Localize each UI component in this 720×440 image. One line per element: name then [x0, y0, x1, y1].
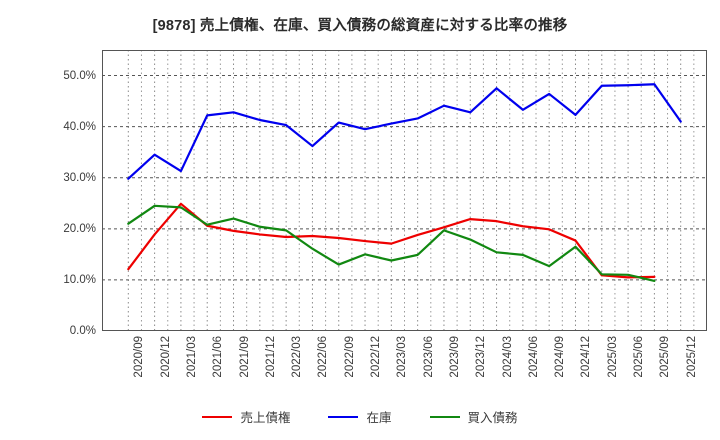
series-line [127, 83, 682, 180]
legend-color-swatch [328, 415, 359, 418]
legend-item[interactable]: 在庫 [328, 407, 392, 426]
x-axis-tick-label: 2024/06 [527, 336, 540, 378]
x-axis-tick-label: 2023/06 [422, 336, 435, 378]
x-axis-tick-label: 2020/12 [159, 336, 172, 378]
x-axis-tick-label: 2025/09 [659, 336, 672, 378]
data-series-layer [127, 83, 682, 283]
x-axis-tick-label: 2023/03 [396, 336, 409, 378]
legend-label: 買入債務 [467, 411, 518, 425]
x-axis-tick-label: 2022/06 [317, 336, 330, 378]
chart-legend: 売上債権 在庫 買入債務 [0, 407, 720, 426]
x-axis-tick-label: 2022/12 [370, 336, 383, 378]
legend-color-swatch [429, 415, 460, 418]
legend-label: 売上債権 [240, 411, 291, 425]
legend-label: 在庫 [366, 411, 392, 425]
x-axis-tick-label: 2024/09 [554, 336, 567, 378]
x-axis-tick-label: 2025/06 [633, 336, 646, 378]
y-axis-tick-labels: 0.0% 10.0% 20.0% 30.0% 40.0% 50.0% [40, 0, 96, 440]
y-axis-tick-label: 40.0% [63, 120, 96, 133]
x-axis-tick-label: 2025/12 [685, 336, 698, 378]
series-line [127, 202, 656, 279]
x-axis-tick-label: 2024/12 [580, 336, 593, 378]
x-axis-tick-label: 2022/09 [343, 336, 356, 378]
plot-area [102, 50, 707, 331]
x-axis-tick-label: 2021/06 [212, 336, 225, 378]
y-axis-tick-label: 10.0% [63, 273, 96, 286]
x-axis-tick-label: 2023/12 [475, 336, 488, 378]
x-axis-tick-label: 2021/12 [264, 336, 277, 378]
x-axis-tick-label: 2021/09 [238, 336, 251, 378]
x-axis-tick-label: 2021/03 [185, 336, 198, 378]
legend-item[interactable]: 買入債務 [429, 407, 518, 426]
y-axis-tick-label: 0.0% [69, 325, 96, 337]
x-axis-tick-label: 2025/03 [606, 336, 619, 378]
page-title: [9878] 売上債権、在庫、買入債務の総資産に対する比率の推移 [152, 18, 568, 34]
y-axis-tick-label: 30.0% [63, 171, 96, 184]
legend-item[interactable]: 売上債権 [202, 407, 290, 426]
y-axis-tick-label: 50.0% [63, 69, 96, 82]
minor-gridlines [127, 50, 695, 331]
chart-canvas [102, 50, 707, 331]
x-axis-tick-label: 2020/09 [133, 336, 146, 378]
x-axis-tick-label: 2022/03 [291, 336, 304, 378]
legend-color-swatch [202, 415, 233, 418]
x-axis-tick-label: 2024/03 [501, 336, 514, 378]
y-axis-tick-label: 20.0% [63, 222, 96, 235]
series-line [127, 204, 656, 283]
x-axis-tick-label: 2023/09 [448, 336, 461, 378]
plot-border [102, 50, 707, 331]
major-gridlines [102, 75, 707, 331]
